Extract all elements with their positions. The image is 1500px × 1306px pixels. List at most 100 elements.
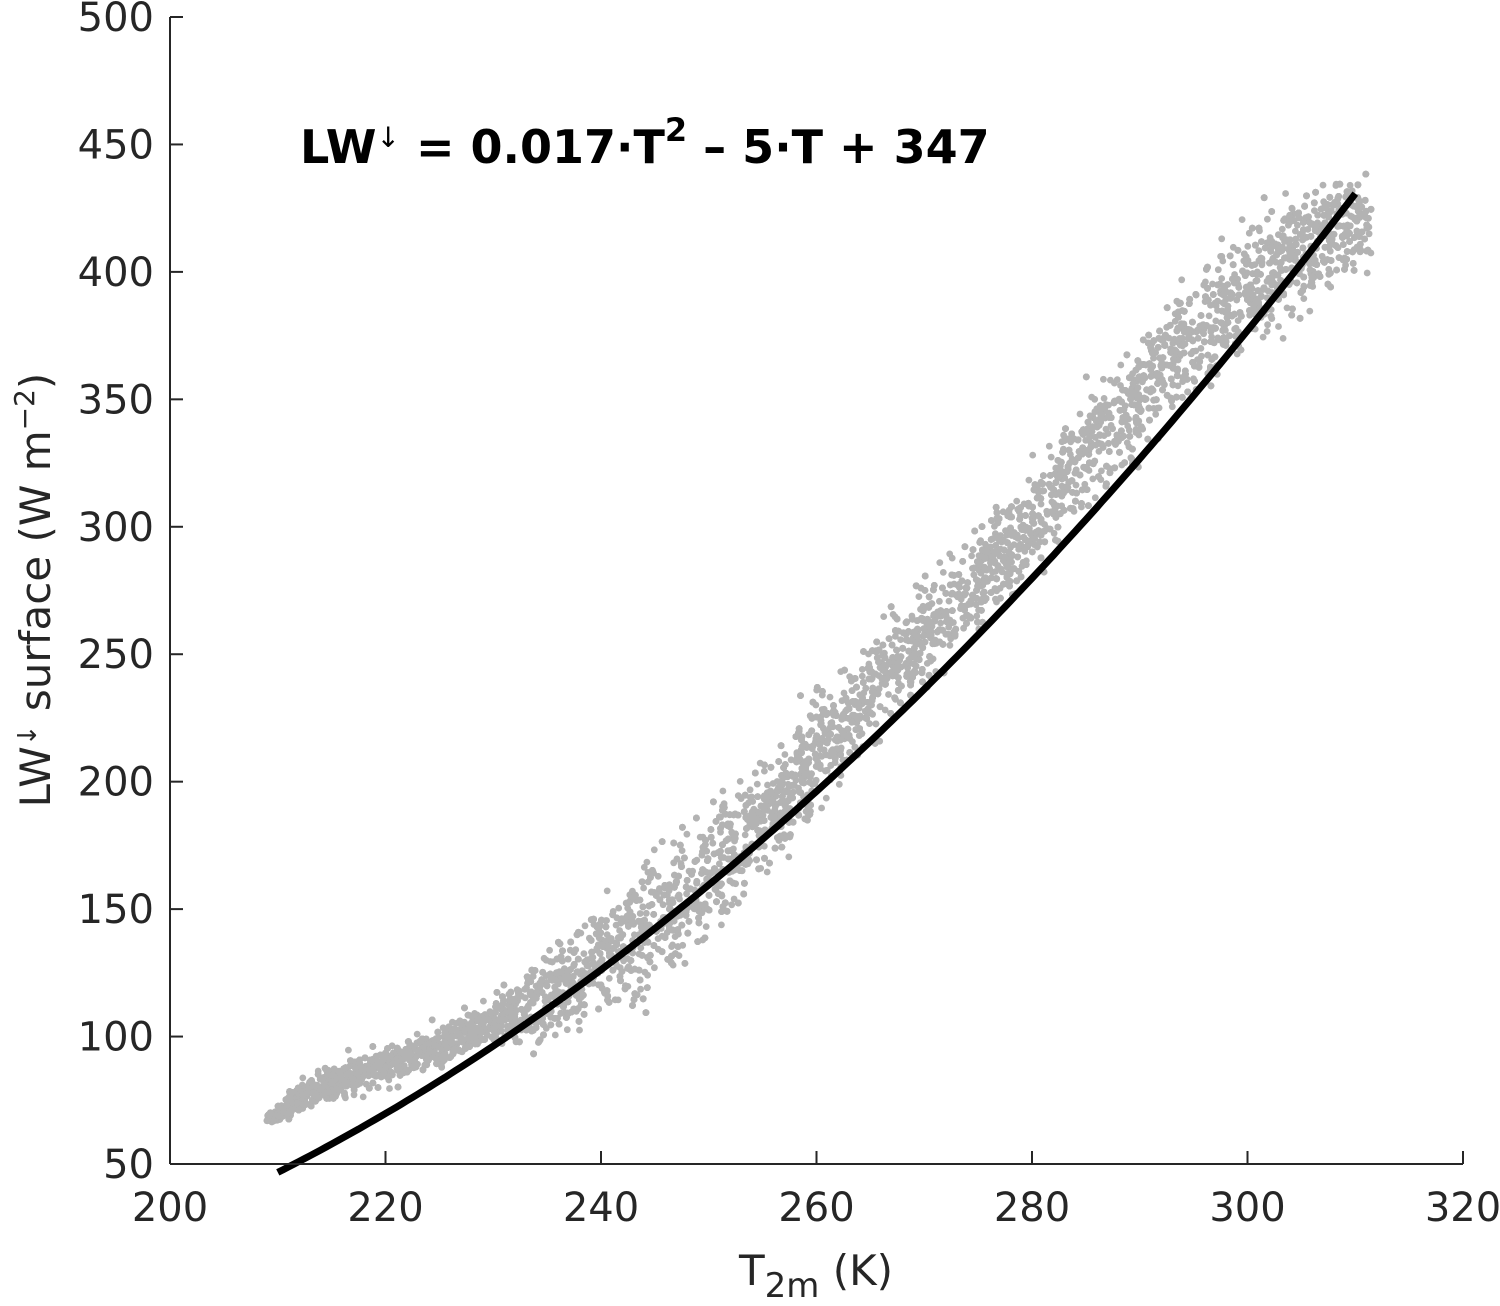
scatter-points [263, 170, 1375, 1126]
scatter-point [1255, 247, 1263, 255]
scatter-point [1072, 481, 1080, 489]
scatter-point [659, 901, 667, 909]
scatter-point [945, 597, 953, 605]
scatter-point [866, 720, 873, 727]
scatter-point [299, 1074, 307, 1082]
scatter-point [650, 846, 658, 854]
scatter-point [1264, 321, 1271, 329]
scatter-point [576, 1026, 583, 1034]
scatter-point [563, 1026, 571, 1034]
scatter-point [1218, 235, 1226, 243]
scatter-point [1045, 442, 1053, 450]
scatter-point [1264, 215, 1271, 223]
scatter-point [880, 613, 888, 620]
scatter-point [603, 887, 611, 895]
scatter-point [643, 858, 651, 866]
scatter-point [972, 601, 980, 609]
scatter-point [858, 666, 866, 673]
scatter-point [897, 636, 904, 643]
scatter-point [709, 839, 717, 847]
scatter-point [1117, 361, 1125, 369]
scatter-point [1283, 304, 1291, 312]
scatter-point [1088, 393, 1096, 401]
scatter-point [1279, 335, 1287, 342]
scatter-point [728, 901, 736, 909]
scatter-point [1281, 238, 1288, 245]
scatter-point [1244, 242, 1252, 250]
scatter-point [1037, 500, 1045, 508]
scatter-point [1259, 333, 1267, 341]
scatter-point [1209, 280, 1216, 288]
scatter-point [826, 693, 834, 701]
scatter-point [1076, 410, 1084, 418]
scatter-point [1205, 312, 1213, 320]
scatter-point [1155, 404, 1163, 412]
scatter-point [982, 540, 989, 548]
scatter-point [1025, 476, 1033, 484]
scatter-point [764, 781, 771, 789]
scatter-point [1306, 307, 1314, 315]
scatter-point [1212, 317, 1220, 325]
scatter-point [1113, 376, 1121, 384]
scatter-point [1089, 475, 1097, 483]
scatter-point [748, 793, 756, 801]
scatter-point [936, 597, 943, 605]
scatter-point [945, 623, 953, 631]
scatter-point [970, 571, 978, 579]
scatter-point [615, 904, 623, 912]
scatter-point [1238, 216, 1246, 224]
scatter-point [822, 794, 830, 802]
scatter-point [683, 890, 690, 898]
scatter-point [939, 569, 947, 576]
scatter-point [702, 923, 710, 930]
scatter-point [1013, 497, 1021, 505]
scatter-point [1278, 225, 1286, 233]
scatter-point [1125, 426, 1133, 434]
scatter-point [1292, 227, 1299, 235]
scatter-point [1245, 229, 1253, 237]
scatter-point [1194, 334, 1202, 342]
scatter-point [678, 847, 686, 854]
scatter-point [1081, 480, 1089, 488]
scatter-point [637, 944, 645, 952]
scatter-point [581, 922, 589, 930]
scatter-point [835, 780, 843, 788]
scatter-point [640, 884, 647, 892]
scatter-point [668, 943, 675, 950]
scatter-point [781, 751, 789, 758]
scatter-point [787, 756, 795, 764]
scatter-point [1346, 181, 1354, 189]
scatter-point [551, 1031, 559, 1039]
scatter-point [480, 997, 487, 1005]
scatter-point [611, 996, 619, 1004]
scatter-point [761, 767, 768, 775]
scatter-point [734, 792, 742, 799]
scatter-point [885, 691, 892, 698]
scatter-point [546, 946, 553, 954]
scatter-point [741, 831, 749, 839]
scatter-point [640, 863, 648, 871]
scatter-point [785, 853, 793, 861]
scatter-point [413, 1030, 421, 1038]
scatter-point [1169, 339, 1177, 347]
scatter-point [642, 909, 650, 917]
scatter-point [1098, 467, 1105, 475]
scatter-point [1197, 345, 1205, 352]
scatter-point [968, 552, 975, 560]
scatter-point [651, 964, 658, 972]
scatter-point [345, 1046, 352, 1054]
scatter-point [641, 968, 649, 976]
scatter-point [753, 780, 761, 788]
scatter-point [763, 868, 771, 876]
scatter-point [892, 633, 899, 640]
scatter-point [1100, 375, 1107, 383]
scatter-point [1263, 328, 1271, 335]
scatter-point [438, 1064, 446, 1071]
scatter-point [1214, 266, 1222, 274]
scatter-point [1218, 275, 1226, 282]
scatter-point [637, 985, 644, 993]
scatter-point [654, 872, 662, 880]
scatter-point [386, 1085, 393, 1092]
scatter-point [719, 787, 727, 795]
scatter-point [881, 706, 889, 714]
